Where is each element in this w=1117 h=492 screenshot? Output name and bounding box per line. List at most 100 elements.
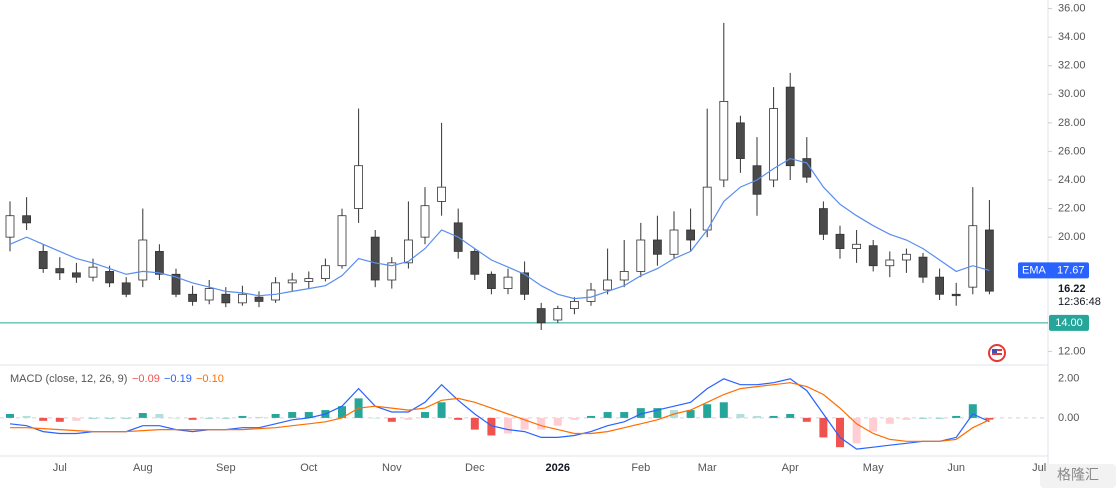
macd-title: MACD (close, 12, 26, 9): [10, 373, 127, 385]
macd-line: [10, 382, 990, 442]
y-tick-label: 12.00: [1058, 345, 1086, 357]
candle-body: [38, 251, 48, 269]
y-tick-label: 34.00: [1058, 31, 1086, 43]
candle-body: [72, 272, 81, 278]
macd-tick-label: 0.00: [1058, 412, 1079, 424]
candle-body: [320, 265, 330, 279]
region-flag: [988, 344, 1006, 362]
macd-histogram-bar: [55, 417, 64, 422]
macd-histogram-bar: [885, 417, 894, 424]
y-tick-label: 28.00: [1058, 117, 1086, 129]
candle-body: [902, 253, 911, 261]
candle-body: [918, 256, 928, 278]
candle-body: [105, 271, 114, 284]
macd-histogram-bar: [105, 417, 114, 419]
candle-body: [403, 239, 413, 264]
ema-tag: [1018, 262, 1089, 279]
y-tick-label: 24.00: [1058, 174, 1086, 186]
macd-histogram-bar: [288, 412, 297, 418]
macd-legend-value: −0.09: [132, 373, 160, 385]
macd-histogram-bar: [205, 417, 214, 419]
candle-body: [354, 165, 364, 209]
candle-body: [935, 276, 944, 295]
x-tick-label: Apr: [782, 462, 799, 474]
macd-histogram-bar: [39, 417, 48, 421]
macd-histogram-bar: [304, 412, 313, 418]
candle-body: [951, 293, 961, 297]
candle-body: [337, 215, 347, 267]
macd-histogram-bar: [387, 417, 396, 422]
macd-histogram-bar: [437, 402, 446, 418]
candle-body: [536, 308, 546, 324]
macd-histogram-bar: [172, 417, 180, 419]
macd-histogram-bar: [371, 417, 380, 419]
ema-tag-value: 17.67: [1057, 264, 1085, 276]
x-tick-label: May: [863, 462, 884, 474]
candle-body: [287, 279, 297, 284]
macd-histogram-bar: [221, 417, 230, 419]
macd-histogram-bar: [869, 417, 878, 432]
macd-histogram-bar: [985, 417, 994, 420]
candle-body: [968, 225, 978, 288]
macd-histogram-bar: [6, 413, 14, 418]
macd-histogram-bar: [819, 417, 828, 438]
candle-body: [237, 293, 247, 304]
candle-body: [271, 282, 281, 301]
x-tick-label: Sep: [216, 462, 236, 474]
y-tick-label: 32.00: [1058, 60, 1086, 72]
macd-histogram-bar: [587, 415, 595, 418]
candle-body: [669, 229, 679, 255]
macd-histogram-bar: [553, 417, 562, 426]
candle-body: [852, 243, 861, 249]
candle-body: [553, 308, 563, 321]
candle-body: [370, 236, 380, 281]
macd-histogram-bar: [138, 413, 147, 418]
macd-histogram-bar: [686, 410, 695, 418]
candle-body: [420, 205, 430, 238]
macd-histogram-bar: [620, 412, 629, 418]
x-tick-label: 2026: [546, 462, 570, 474]
macd-histogram-bar: [935, 417, 944, 419]
candle-body: [121, 282, 131, 295]
candle-body: [769, 108, 778, 181]
x-tick-label: Jul: [53, 462, 67, 474]
macd-histogram-bar: [736, 413, 745, 418]
candle-body: [885, 259, 895, 267]
x-tick-label: Jun: [947, 462, 965, 474]
candle-body: [686, 229, 695, 241]
macd-histogram-bar: [188, 417, 197, 420]
macd-histogram-bar: [487, 417, 496, 436]
candle-body: [221, 293, 231, 304]
candle-body: [188, 293, 198, 302]
ema-line: [9, 157, 990, 300]
candle-body: [719, 101, 729, 181]
macd-histogram-bar: [786, 413, 795, 418]
macd-histogram-bar: [504, 417, 512, 434]
macd-histogram-bar: [454, 417, 463, 420]
ema-tag-name: EMA: [1022, 264, 1047, 276]
level-tag: [1049, 314, 1089, 331]
macd-histogram-bar: [122, 417, 131, 419]
macd-legend-value: −0.10: [196, 373, 224, 385]
macd-histogram-bar: [238, 415, 247, 418]
y-tick-label: 22.00: [1058, 202, 1086, 214]
macd-histogram-bar: [653, 408, 662, 418]
candle-body: [387, 262, 397, 281]
y-tick-label: 30.00: [1058, 88, 1086, 100]
x-tick-label: Oct: [300, 462, 317, 474]
macd-line: [9, 378, 990, 450]
candle-body: [868, 245, 878, 267]
macd-histogram-bar: [89, 417, 97, 419]
candle-body: [5, 215, 15, 238]
macd-histogram-bar: [769, 415, 778, 418]
macd-histogram-bar: [719, 402, 728, 418]
candle-body: [503, 276, 513, 289]
candle-body: [835, 233, 845, 249]
candle-body: [702, 186, 712, 231]
candle-body: [486, 273, 496, 289]
candle-body: [520, 272, 529, 295]
y-tick-label: 36.00: [1058, 2, 1086, 14]
candle-body: [985, 229, 994, 292]
candle-body: [736, 122, 745, 159]
macd-histogram-bar: [537, 417, 546, 430]
